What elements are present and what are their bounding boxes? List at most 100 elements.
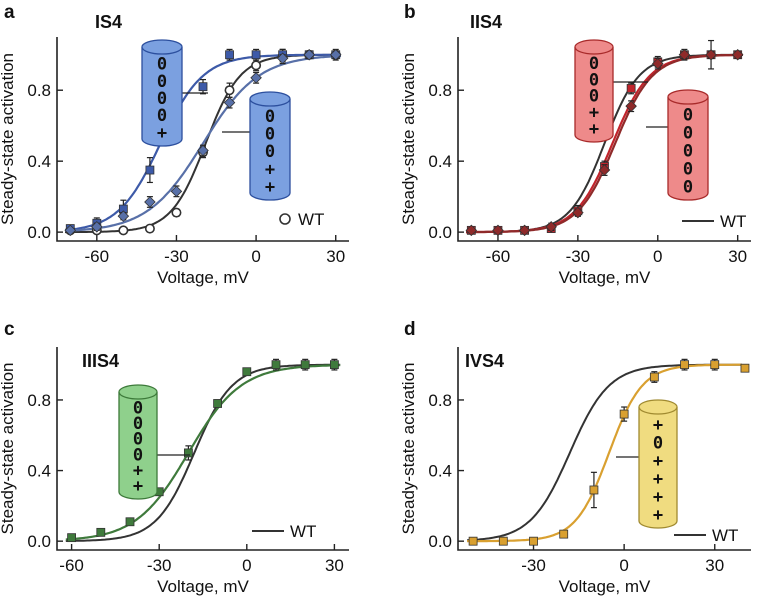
y-tick-label: 0.8 (428, 81, 452, 100)
panel-d: d IVS4 0.0 0.4 0.8 -30 0 30 Voltage, mV Steady-st… (399, 319, 751, 596)
data-point (710, 360, 720, 370)
axes-frame (56, 347, 349, 551)
data-point (213, 399, 223, 408)
x-tick-label: -30 (164, 247, 189, 266)
x-axis-label: Voltage, mV (559, 577, 651, 596)
x-tick-label: 0 (242, 556, 251, 575)
data-point (271, 360, 281, 370)
panel-letter: d (404, 319, 416, 340)
y-axis-label: Steady-state activation (0, 53, 17, 225)
legend-marker (279, 213, 291, 225)
data-point (678, 48, 691, 61)
fit-curve-WT (65, 363, 341, 542)
fit-curve-+0++++ (467, 363, 742, 543)
data-point (198, 82, 208, 92)
cylinder-top (118, 384, 158, 400)
data-point (705, 48, 717, 61)
fit-curve-0000+ (64, 53, 341, 232)
cylinder-top (141, 39, 183, 55)
cylinder-body (118, 392, 158, 500)
data-point (96, 527, 106, 537)
x-tick-label: 30 (325, 556, 344, 575)
y-tick-label: 0.0 (428, 223, 452, 242)
data-point (225, 50, 234, 60)
y-tick-label: 0.4 (428, 462, 452, 481)
cylinder-body (574, 47, 614, 143)
data-point (492, 224, 504, 237)
x-tick-label: -30 (147, 556, 172, 575)
data-point (559, 529, 569, 539)
y-tick-label: 0.0 (428, 532, 452, 551)
cylinder-body (249, 99, 291, 201)
legend-label: WT (298, 210, 324, 229)
panel-b: b IIS4 0.0 0.4 0.8 -60 -30 0 30 Voltage, mV Steady… (399, 2, 751, 287)
data-point (183, 448, 193, 458)
x-tick-label: 0 (653, 247, 662, 266)
data-point (680, 360, 689, 370)
cylinder-label: +0 + + + + (653, 415, 663, 525)
data-point (144, 196, 156, 208)
x-tick-label: 30 (326, 247, 345, 266)
data-point (329, 360, 339, 370)
y-axis-label: Steady-state activation (0, 363, 17, 535)
panel-title: IIS4 (470, 12, 502, 32)
data-point (117, 210, 130, 222)
data-point (144, 223, 155, 234)
y-tick-label: 0.8 (428, 391, 452, 410)
data-point (300, 360, 310, 370)
panel-title: IIIS4 (82, 351, 119, 371)
x-axis-label: Voltage, mV (157, 577, 249, 596)
x-tick-label: 0 (619, 556, 628, 575)
y-axis-label: Steady-state activation (399, 363, 418, 535)
axes-frame (56, 37, 349, 242)
panel-letter: a (4, 2, 15, 23)
data-point (125, 517, 135, 527)
data-point (465, 224, 478, 237)
data-point (649, 372, 659, 382)
x-tick-label: -60 (486, 247, 511, 266)
cylinder-top (249, 91, 291, 107)
data-point (589, 485, 599, 495)
data-point (303, 48, 315, 61)
data-point (170, 185, 183, 198)
x-tick-label: -30 (566, 247, 591, 266)
panel-title: IVS4 (465, 351, 504, 371)
panel-title: IS4 (95, 12, 122, 32)
cylinder-label: 0 0 0 + + (265, 107, 275, 197)
panel-letter: c (4, 319, 15, 340)
y-tick-label: 0.0 (27, 532, 51, 551)
panel-a: a IS4 0.0 0.4 0.8 -60 -30 0 30 Voltage, mV Steady-… (0, 2, 349, 287)
y-tick-label: 0.8 (27, 391, 51, 410)
y-tick-label: 0.4 (27, 152, 51, 171)
x-tick-label: 30 (728, 247, 747, 266)
x-tick-label: -60 (85, 247, 110, 266)
data-point (242, 367, 252, 377)
data-point (145, 165, 155, 175)
data-point (518, 224, 531, 237)
data-point (224, 85, 235, 96)
axes-frame (457, 347, 751, 551)
data-point (118, 225, 129, 236)
data-point (223, 96, 236, 109)
y-tick-label: 0.4 (428, 152, 452, 171)
fit-curve-000++ (64, 54, 342, 232)
cylinder-top (667, 89, 709, 105)
data-point (91, 221, 103, 233)
data-point (625, 100, 637, 112)
data-point (64, 224, 77, 237)
data-point (545, 221, 557, 233)
cylinder-body (141, 47, 183, 147)
data-point (529, 536, 538, 546)
x-tick-label: -30 (521, 556, 546, 575)
data-point (626, 84, 636, 93)
data-point (619, 409, 629, 419)
y-tick-label: 0.4 (27, 462, 51, 481)
data-point (329, 48, 342, 61)
data-point (276, 52, 289, 65)
y-tick-label: 0.8 (27, 81, 51, 100)
data-point (251, 50, 261, 60)
x-tick-label: 30 (705, 556, 724, 575)
data-point (67, 533, 76, 543)
